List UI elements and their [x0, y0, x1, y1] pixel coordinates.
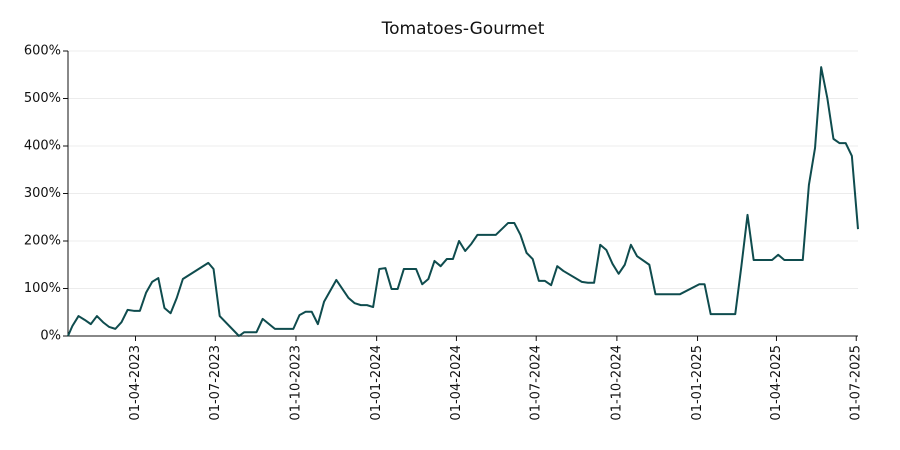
x-tick-label: 01-07-2024 — [529, 345, 544, 421]
x-tick-label: 01-07-2025 — [849, 345, 864, 421]
x-tick-label: 01-10-2024 — [609, 345, 624, 421]
y-tick-label: 500% — [24, 91, 61, 106]
y-tick-label: 100% — [24, 281, 61, 296]
y-tick-label: 200% — [24, 234, 61, 249]
x-tick-label: 01-07-2023 — [208, 345, 223, 421]
x-tick-label: 01-04-2023 — [128, 345, 143, 421]
x-tick-label: 01-10-2023 — [288, 345, 303, 421]
x-tick-label: 01-01-2024 — [369, 345, 384, 421]
x-tick-label: 01-04-2025 — [769, 345, 784, 421]
y-tick-label: 400% — [24, 139, 61, 154]
x-tick-label: 01-01-2025 — [690, 345, 705, 421]
y-tick-label: 300% — [24, 186, 61, 201]
line-series — [67, 66, 859, 337]
y-tick-label: 0% — [40, 329, 61, 344]
y-tick-label: 600% — [24, 44, 61, 59]
x-tick-label: 01-04-2024 — [449, 345, 464, 421]
chart-title: Tomatoes-Gourmet — [381, 19, 545, 39]
